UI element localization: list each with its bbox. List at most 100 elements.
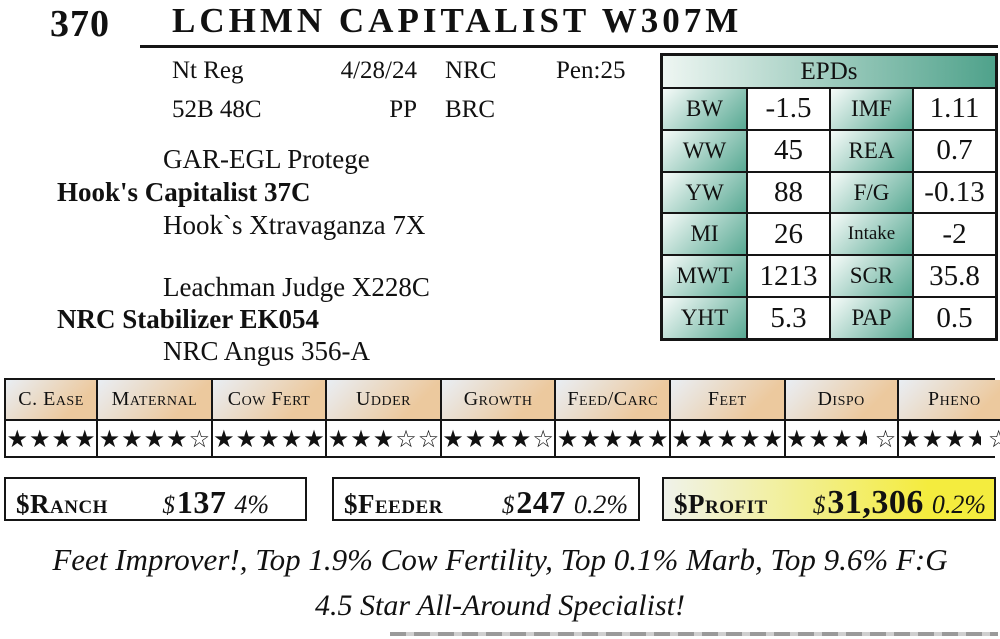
epd-label-scr: SCR [829,254,912,297]
rating-header-dispo: Dispo [783,380,897,421]
star-filled-icon: ★ [624,424,646,453]
star-filled-icon: ★ [671,424,693,453]
star-empty-icon: ☆ [417,424,440,453]
pedigree-sire-sire: GAR-EGL Protege [163,144,370,174]
epd-label-yht: YHT [663,296,746,338]
pedigree-sire: Hook's Capitalist 37C [57,177,311,207]
epd-value-mwt: 1213 [746,254,829,297]
rating-header-udder: Udder [325,380,440,421]
star-filled-icon: ★ [121,424,143,453]
feeder-value-box: $Feeder $247 0.2% [332,477,640,521]
star-filled-icon: ★ [944,424,966,453]
epd-value-ww: 45 [746,128,829,171]
rating-header-c-ease: C. Ease [6,380,97,421]
epd-value-imf: 1.11 [912,87,995,129]
star-filled-icon: ★ [693,424,716,453]
epd-table: EPDs BW -1.5 IMF 1.11 WW 45 REA 0.7 YW 8… [660,53,998,341]
star-filled-icon: ★ [98,424,121,453]
star-filled-icon: ★ [372,424,395,453]
feeder-amount: 247 [516,484,566,520]
epd-label-pap: PAP [829,296,912,338]
epd-value-scr: 35.8 [912,254,995,297]
rating-header-maternal: Maternal [96,380,211,421]
star-filled-icon: ★ [786,424,808,453]
rating-stars-c-ease: ★ ★ ★ ★ [6,421,97,456]
rating-stars-maternal: ★ ★ ★ ★ ☆ [96,421,211,456]
info-genotype: 52B 48C [172,96,262,123]
star-empty-icon: ☆ [188,424,211,453]
lot-number: 370 [50,3,110,45]
epd-label-bw: BW [663,87,746,129]
star-filled-icon: ★ [303,424,325,453]
pedigree-dam-dam: NRC Angus 356-A [163,336,371,366]
epd-value-intake: -2 [912,212,995,255]
star-empty-icon: ☆ [395,424,417,453]
star-filled-icon: ★ [51,424,74,453]
info-horn-status: PP [389,96,417,123]
info-breeder-code: NRC [445,57,497,84]
star-filled-icon: ★ [921,424,944,453]
star-filled-icon: ★ [74,424,96,453]
epd-value-yw: 88 [746,170,829,213]
ranch-percentile: 4% [234,490,269,519]
star-filled-icon: ★ [601,424,624,453]
star-empty-icon: ☆ [532,424,554,453]
info-pen: Pen:25 [556,57,626,84]
star-filled-icon: ★ [509,424,532,453]
rating-stars-feet: ★ ★ ★ ★ ★ [668,421,784,456]
profit-percentile: 0.2% [931,490,986,519]
info-breeder-code-2: BRC [445,96,496,123]
ranch-amount: 137 [176,484,227,520]
feeder-percentile: 0.2% [573,490,628,519]
info-reg-status: Nt Reg [172,57,244,84]
epd-value-rea: 0.7 [912,128,995,171]
pedigree-dam-sire: Leachman Judge X228C [163,272,430,302]
profit-label: $Profit [674,489,768,519]
star-empty-icon: ☆ [874,424,897,453]
star-filled-icon: ★ [6,424,29,453]
epd-label-intake: Intake [829,212,912,255]
epd-label-rea: REA [829,128,912,171]
star-filled-icon: ★ [808,424,831,453]
star-filled-icon: ★ [280,424,303,453]
epd-value-fg: -0.13 [912,170,995,213]
star-half-icon: ★ [966,426,981,451]
star-filled-icon: ★ [899,424,921,453]
ranch-label: $Ranch [16,489,108,519]
rating-header-pheno: Pheno [896,380,1000,421]
star-half-icon: ★ [853,426,868,451]
star-filled-icon: ★ [761,424,784,453]
star-filled-icon: ★ [143,424,166,453]
epd-label-fg: F/G [829,170,912,213]
star-filled-icon: ★ [29,424,51,453]
star-filled-icon: ★ [258,424,280,453]
star-filled-icon: ★ [235,424,258,453]
epd-value-bw: -1.5 [746,87,829,129]
rating-header-growth: Growth [439,380,555,421]
epd-label-yw: YW [663,170,746,213]
star-filled-icon: ★ [327,424,350,453]
feeder-currency-symbol: $ [501,492,515,519]
rating-stars-dispo: ★ ★ ★ ★ ☆ [783,421,897,456]
rating-header-feet: Feet [668,380,784,421]
star-filled-icon: ★ [579,424,601,453]
epd-label-mi: MI [663,212,746,255]
star-filled-icon: ★ [350,424,372,453]
star-filled-icon: ★ [213,424,235,453]
star-filled-icon: ★ [716,424,738,453]
rating-stars-udder: ★ ★ ★ ☆ ☆ [325,421,440,456]
star-filled-icon: ★ [556,424,579,453]
rating-stars-growth: ★ ★ ★ ★ ☆ [439,421,555,456]
star-empty-icon: ☆ [987,424,1000,453]
star-filled-icon: ★ [464,424,487,453]
star-filled-icon: ★ [442,424,464,453]
next-row-fragment [390,632,998,636]
rating-stars-feed-carc: ★ ★ ★ ★ ★ [554,421,669,456]
pedigree-dam: NRC Stabilizer EK054 [57,304,319,334]
epd-value-pap: 0.5 [912,296,995,338]
rating-header-feed-carc: Feed/Carc [554,380,669,421]
star-filled-icon: ★ [831,424,853,453]
rating-header-cow-fert: Cow Fert [210,380,326,421]
rating-stars-cow-fert: ★ ★ ★ ★ ★ [210,421,326,456]
